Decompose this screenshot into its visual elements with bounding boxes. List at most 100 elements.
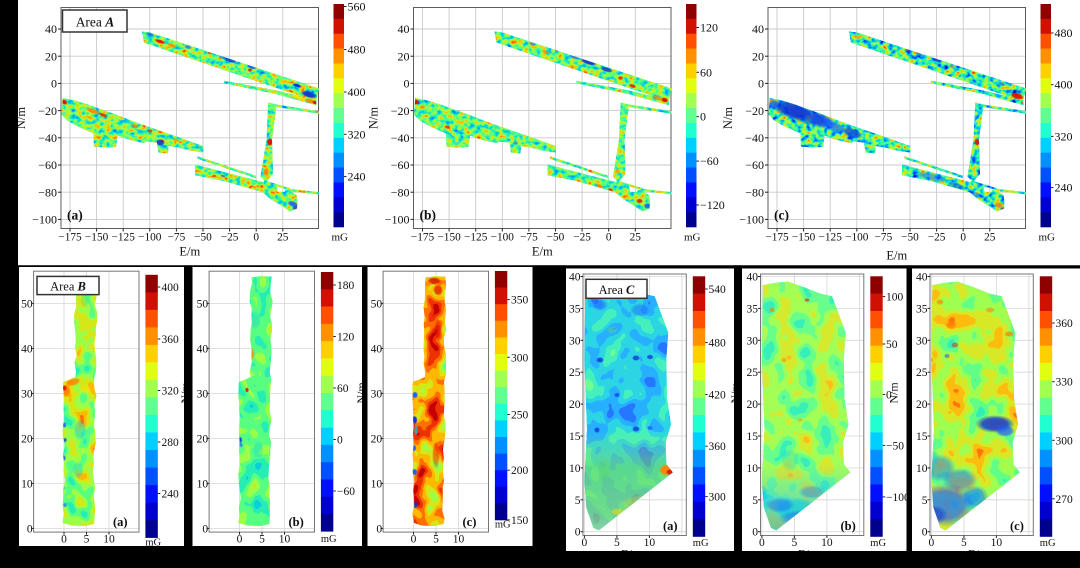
svg-text:0: 0 [582, 537, 588, 549]
svg-text:(b): (b) [289, 515, 304, 529]
svg-text:120: 120 [700, 21, 718, 35]
svg-text:10: 10 [21, 478, 33, 490]
svg-text:−125: −125 [819, 232, 843, 244]
svg-text:300: 300 [511, 352, 529, 364]
svg-text:−175: −175 [58, 232, 82, 244]
svg-text:−40: −40 [745, 131, 764, 145]
svg-text:0: 0 [61, 534, 67, 546]
svg-text:10: 10 [569, 463, 581, 475]
svg-text:−20: −20 [38, 104, 57, 118]
svg-text:30: 30 [197, 388, 209, 400]
svg-text:0: 0 [27, 523, 33, 535]
svg-text:0: 0 [929, 537, 935, 549]
svg-text:−80: −80 [391, 185, 410, 199]
svg-text:330: 330 [1056, 377, 1074, 389]
svg-text:5: 5 [433, 534, 439, 546]
svg-text:150: 150 [511, 515, 529, 527]
svg-text:−25: −25 [221, 232, 239, 244]
svg-text:10: 10 [197, 478, 209, 490]
svg-text:15: 15 [916, 431, 928, 443]
svg-text:180: 180 [337, 280, 355, 292]
svg-text:10: 10 [747, 463, 759, 475]
svg-text:(b): (b) [420, 208, 437, 223]
svg-text:540: 540 [709, 284, 727, 296]
svg-text:15: 15 [569, 431, 581, 443]
svg-text:−100: −100 [385, 213, 410, 227]
svg-text:5: 5 [259, 534, 265, 546]
svg-text:0: 0 [758, 77, 764, 91]
svg-text:30: 30 [916, 335, 928, 347]
svg-text:10: 10 [916, 463, 928, 475]
svg-text:5: 5 [922, 495, 928, 507]
svg-text:50: 50 [21, 298, 33, 310]
svg-text:40: 40 [752, 22, 764, 36]
svg-text:0: 0 [575, 527, 581, 539]
svg-text:5: 5 [961, 537, 967, 549]
svg-text:mG: mG [684, 232, 701, 244]
svg-text:40: 40 [747, 272, 759, 284]
svg-text:5: 5 [752, 495, 758, 507]
svg-text:40: 40 [21, 343, 33, 355]
svg-text:mG: mG [321, 534, 337, 545]
svg-text:−20: −20 [391, 104, 410, 118]
svg-text:320: 320 [162, 386, 180, 398]
svg-text:mG: mG [870, 538, 886, 549]
svg-text:320: 320 [348, 127, 366, 141]
svg-text:50: 50 [371, 298, 383, 310]
svg-text:0: 0 [886, 389, 892, 401]
svg-text:mG: mG [145, 538, 161, 549]
svg-text:20: 20 [752, 49, 764, 63]
svg-text:0: 0 [376, 523, 382, 535]
svg-text:10: 10 [991, 537, 1003, 549]
svg-text:40: 40 [371, 343, 383, 355]
svg-text:270: 270 [1056, 494, 1074, 506]
svg-text:−75: −75 [875, 232, 893, 244]
svg-text:N/m: N/m [887, 382, 901, 404]
svg-text:−100: −100 [739, 213, 764, 227]
svg-text:10: 10 [644, 537, 656, 549]
svg-text:−50: −50 [901, 232, 919, 244]
svg-text:−60: −60 [700, 154, 719, 168]
svg-text:320: 320 [1055, 129, 1073, 143]
svg-text:mG: mG [693, 538, 709, 549]
svg-text:20: 20 [197, 433, 209, 445]
svg-text:−150: −150 [85, 232, 109, 244]
svg-text:30: 30 [371, 388, 383, 400]
svg-text:−125: −125 [112, 232, 136, 244]
svg-text:40: 40 [569, 272, 581, 284]
svg-text:Area B: Area B [50, 280, 86, 294]
svg-text:−60: −60 [745, 158, 764, 172]
svg-text:300: 300 [709, 492, 727, 504]
svg-text:N/m: N/m [367, 107, 381, 130]
svg-text:0: 0 [606, 232, 612, 244]
svg-text:0: 0 [922, 527, 928, 539]
svg-text:0: 0 [237, 534, 243, 546]
svg-text:120: 120 [337, 332, 355, 344]
svg-text:−40: −40 [38, 131, 57, 145]
svg-text:(c): (c) [463, 515, 477, 529]
svg-text:50: 50 [886, 339, 898, 351]
svg-text:360: 360 [709, 441, 727, 453]
svg-text:25: 25 [916, 367, 928, 379]
svg-text:30: 30 [747, 335, 759, 347]
svg-text:20: 20 [398, 49, 410, 63]
svg-text:−25: −25 [928, 232, 946, 244]
svg-text:−60: −60 [337, 486, 355, 498]
svg-text:−75: −75 [168, 232, 186, 244]
svg-text:−100: −100 [32, 213, 57, 227]
svg-text:−120: −120 [700, 198, 725, 212]
svg-text:20: 20 [569, 399, 581, 411]
svg-text:10: 10 [279, 534, 291, 546]
svg-text:40: 40 [916, 272, 928, 284]
svg-text:5: 5 [792, 537, 798, 549]
svg-text:400: 400 [1055, 78, 1073, 92]
svg-text:25: 25 [747, 367, 759, 379]
svg-text:30: 30 [21, 388, 33, 400]
svg-text:420: 420 [709, 390, 727, 402]
svg-text:20: 20 [45, 49, 57, 63]
svg-text:240: 240 [162, 489, 180, 501]
svg-text:60: 60 [700, 65, 712, 79]
svg-text:480: 480 [348, 43, 366, 57]
svg-text:mG: mG [1040, 538, 1056, 549]
svg-text:−60: −60 [391, 158, 410, 172]
